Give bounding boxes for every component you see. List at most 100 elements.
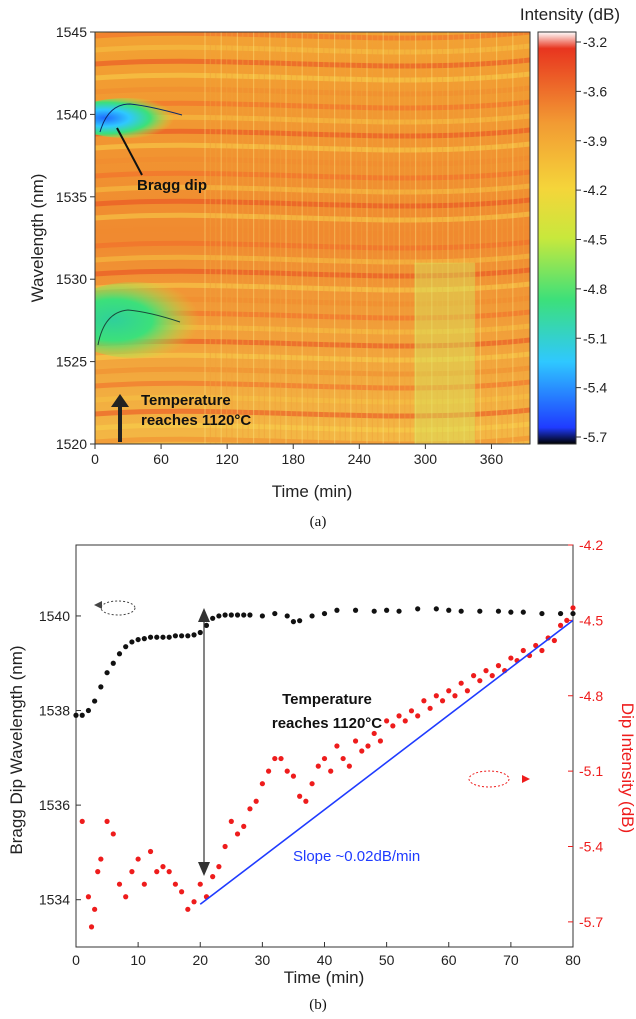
series-group <box>73 605 576 930</box>
x-tick-label-a: 300 <box>414 451 438 467</box>
wavelength-point <box>297 618 303 624</box>
heatmap-band <box>95 197 530 209</box>
right-y-tick-label: -4.2 <box>579 537 603 553</box>
intensity-point <box>185 906 191 912</box>
wavelength-point <box>228 612 234 618</box>
wavelength-point <box>415 606 421 612</box>
wavelength-point <box>191 632 197 638</box>
wavelength-point <box>116 651 123 657</box>
intensity-point <box>433 693 439 699</box>
intensity-point <box>95 869 101 875</box>
heatmap-band <box>95 239 530 251</box>
colorbar-tick-label: -3.9 <box>583 133 607 149</box>
wavelength-point <box>79 712 85 718</box>
x-tick-label-b: 10 <box>130 952 146 968</box>
left-axis-pointer-ellipse <box>100 600 136 616</box>
colorbar-tick-label: -5.1 <box>583 330 607 346</box>
right-y-tick-label: -4.5 <box>579 612 603 628</box>
y-tick-label-a: 1545 <box>56 24 87 40</box>
intensity-point <box>452 693 458 699</box>
contour-line <box>97 309 181 346</box>
heatmap-band <box>95 183 530 195</box>
series-dip-wavelength <box>73 606 576 718</box>
left-y-tick-label: 1534 <box>39 892 70 908</box>
intensity-point <box>415 713 421 719</box>
intensity-point <box>359 748 365 754</box>
heatmap-band <box>95 435 530 444</box>
wavelength-point <box>557 610 564 617</box>
bragg-dip-pointer <box>116 127 143 176</box>
heatmap-band <box>95 85 530 97</box>
intensity-point <box>210 874 216 880</box>
heatmap-band <box>95 169 530 181</box>
wavelength-point <box>384 607 390 613</box>
arrow-head-up <box>198 608 210 622</box>
intensity-point <box>439 698 446 704</box>
slope-label: Slope ~0.02dB/min <box>293 848 420 865</box>
wavelength-point <box>98 684 104 690</box>
heatmap-band <box>95 253 530 265</box>
contour-line <box>99 103 183 133</box>
temperature-label-b-line1: Temperature <box>282 691 372 708</box>
x-tick-label-a: 0 <box>91 451 99 467</box>
wavelength-point <box>166 634 172 640</box>
left-y-ticks-b: 1534 1536 1538 1540 <box>39 608 81 908</box>
heatmap-band <box>95 407 530 419</box>
intensity-point <box>557 622 564 629</box>
right-y-tick-label: -5.7 <box>579 914 603 930</box>
wavelength-point <box>284 613 290 619</box>
wavelength-point <box>216 613 222 619</box>
intensity-point <box>489 673 495 679</box>
wavelength-point <box>241 612 247 618</box>
plot-frame-a <box>94 31 531 445</box>
intensity-point <box>79 818 85 824</box>
left-y-tick-label: 1536 <box>39 797 70 813</box>
heatmap-band <box>95 379 530 391</box>
intensity-point <box>408 708 415 714</box>
colorbar-tick-label: -4.8 <box>583 281 607 297</box>
heatmap-band <box>95 32 530 41</box>
left-y-axis-title-b: Bragg Dip Wavelength (nm) <box>7 645 26 854</box>
intensity-point <box>365 743 371 749</box>
colorbar-tick-label: -5.4 <box>583 380 607 396</box>
heatmap-surface <box>95 32 530 444</box>
x-ticks-a: 0 60 120 180 240 300 360 <box>91 444 503 467</box>
wavelength-point <box>234 612 241 618</box>
wavelength-point <box>321 610 328 617</box>
y-tick-label-a: 1540 <box>56 106 87 122</box>
heatmap-region <box>414 262 475 444</box>
intensity-point <box>154 869 160 875</box>
x-tick-label-a: 240 <box>348 451 372 467</box>
wavelength-point <box>520 609 526 615</box>
intensity-point <box>222 843 228 850</box>
panel-a: 0 60 120 180 240 300 360 152015251530153515401… <box>28 5 620 530</box>
intensity-point <box>85 894 92 900</box>
left-y-tick-label: 1540 <box>39 608 70 624</box>
wavelength-point <box>73 712 79 718</box>
panel-label-b: (b) <box>309 997 327 1013</box>
intensity-point <box>160 864 166 870</box>
wavelength-point <box>110 660 116 666</box>
heatmap-band <box>95 211 530 223</box>
intensity-point <box>396 713 402 719</box>
intensity-point <box>247 806 253 812</box>
intensity-point <box>477 678 483 684</box>
intensity-point <box>446 688 452 694</box>
intensity-point <box>340 755 346 762</box>
intensity-point <box>253 798 259 804</box>
intensity-point <box>551 637 557 644</box>
intensity-point <box>98 856 104 862</box>
intensity-point <box>197 881 203 887</box>
heatmap-band <box>95 225 530 237</box>
intensity-point <box>179 889 185 895</box>
series-dip-intensity <box>79 605 576 930</box>
heatmap-band <box>95 71 530 83</box>
intensity-point <box>290 773 297 779</box>
y-tick-label-a: 1535 <box>56 189 87 205</box>
wavelength-point <box>477 608 483 614</box>
intensity-point <box>464 688 470 694</box>
colorbar-title: Intensity (dB) <box>520 5 620 24</box>
intensity-point <box>371 730 377 737</box>
bragg-dip-label: Bragg dip <box>137 177 207 194</box>
